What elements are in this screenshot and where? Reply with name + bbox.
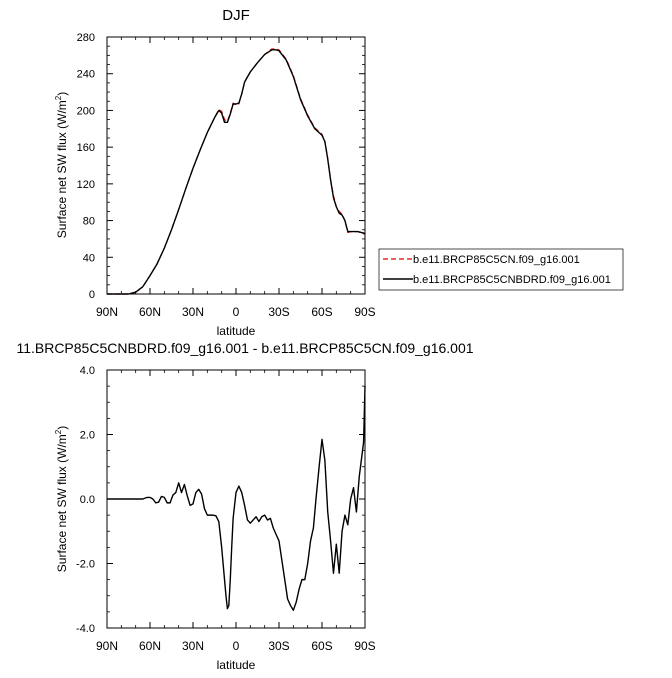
legend-label-series-1: b.e11.BRCP85C5CN.f09_g16.001 — [413, 254, 580, 266]
top-y-tick-label: 40 — [83, 252, 95, 264]
top-x-tick-label: 0 — [233, 305, 240, 319]
bottom-x-tick-label: 30S — [268, 639, 289, 653]
top-chart-title: DJF — [222, 7, 250, 24]
top-plot-area — [107, 48, 366, 295]
top-panel: DJF 90N 60N 30N 0 30S 60S 90S 0 40 80 120 160 200 240… — [54, 7, 376, 338]
top-x-tick-label: 30S — [268, 305, 289, 319]
top-plot-frame — [106, 36, 366, 295]
bottom-series-line-1 — [107, 386, 366, 611]
chart-legend: b.e11.BRCP85C5CN.f09_g16.001 b.e11.BRCP8… — [378, 248, 624, 291]
top-y-tick-label: 80 — [83, 216, 95, 228]
bottom-x-tick-label: 60S — [311, 639, 332, 653]
top-x-tick-label: 90S — [354, 305, 375, 319]
bottom-chart-title: 11.BRCP85C5CNBDRD.f09_g16.001 - b.e11.BR… — [16, 340, 473, 356]
top-y-tick-label: 160 — [77, 142, 95, 154]
top-y-tick-label: 200 — [77, 105, 95, 117]
top-x-tick-label: 90N — [96, 305, 118, 319]
bottom-panel: 11.BRCP85C5CNBDRD.f09_g16.001 - b.e11.BR… — [16, 340, 473, 672]
top-axis-ticks: 90N 60N 30N 0 30S 60S 90S 0 40 80 120 160 200 240 280 — [77, 32, 376, 319]
bottom-y-tick-label: -2.0 — [76, 559, 95, 571]
bottom-x-tick-label: 90S — [354, 639, 375, 653]
bottom-x-axis-label: latitude — [217, 658, 256, 672]
top-x-axis-label: latitude — [217, 324, 256, 338]
legend-box — [378, 248, 624, 291]
bottom-plot-area — [107, 386, 366, 611]
bottom-x-tick-label: 90N — [96, 639, 118, 653]
bottom-axis-ticks: 90N 60N 30N 0 30S 60S 90S -4.0 -2.0 0.0 2.0 4.0 — [76, 365, 376, 653]
bottom-x-tick-label: 60N — [139, 639, 161, 653]
top-x-tick-label: 60N — [139, 305, 161, 319]
top-y-tick-label: 120 — [77, 179, 95, 191]
bottom-y-tick-label: 2.0 — [80, 430, 95, 442]
top-y-tick-label: 280 — [77, 32, 95, 44]
bottom-y-axis-label: Surface net SW flux (W/m2) — [54, 426, 69, 572]
bottom-plot-frame — [106, 369, 366, 629]
top-y-tick-label: 240 — [77, 69, 95, 81]
bottom-x-tick-label: 30N — [182, 639, 204, 653]
bottom-y-tick-label: 0.0 — [80, 494, 95, 506]
bottom-x-tick-label: 0 — [233, 639, 240, 653]
top-y-axis-label: Surface net SW flux (W/m2) — [54, 92, 69, 238]
bottom-y-tick-label: -4.0 — [76, 623, 95, 635]
bottom-y-tick-label: 4.0 — [80, 365, 95, 377]
legend-label-series-2: b.e11.BRCP85C5CNBDRD.f09_g16.001 — [413, 274, 611, 286]
top-x-tick-label: 60S — [311, 305, 332, 319]
top-y-tick-label: 0 — [89, 289, 95, 301]
top-x-tick-label: 30N — [182, 305, 204, 319]
top-series-line-2 — [107, 49, 366, 295]
top-series-line-1 — [107, 48, 366, 295]
